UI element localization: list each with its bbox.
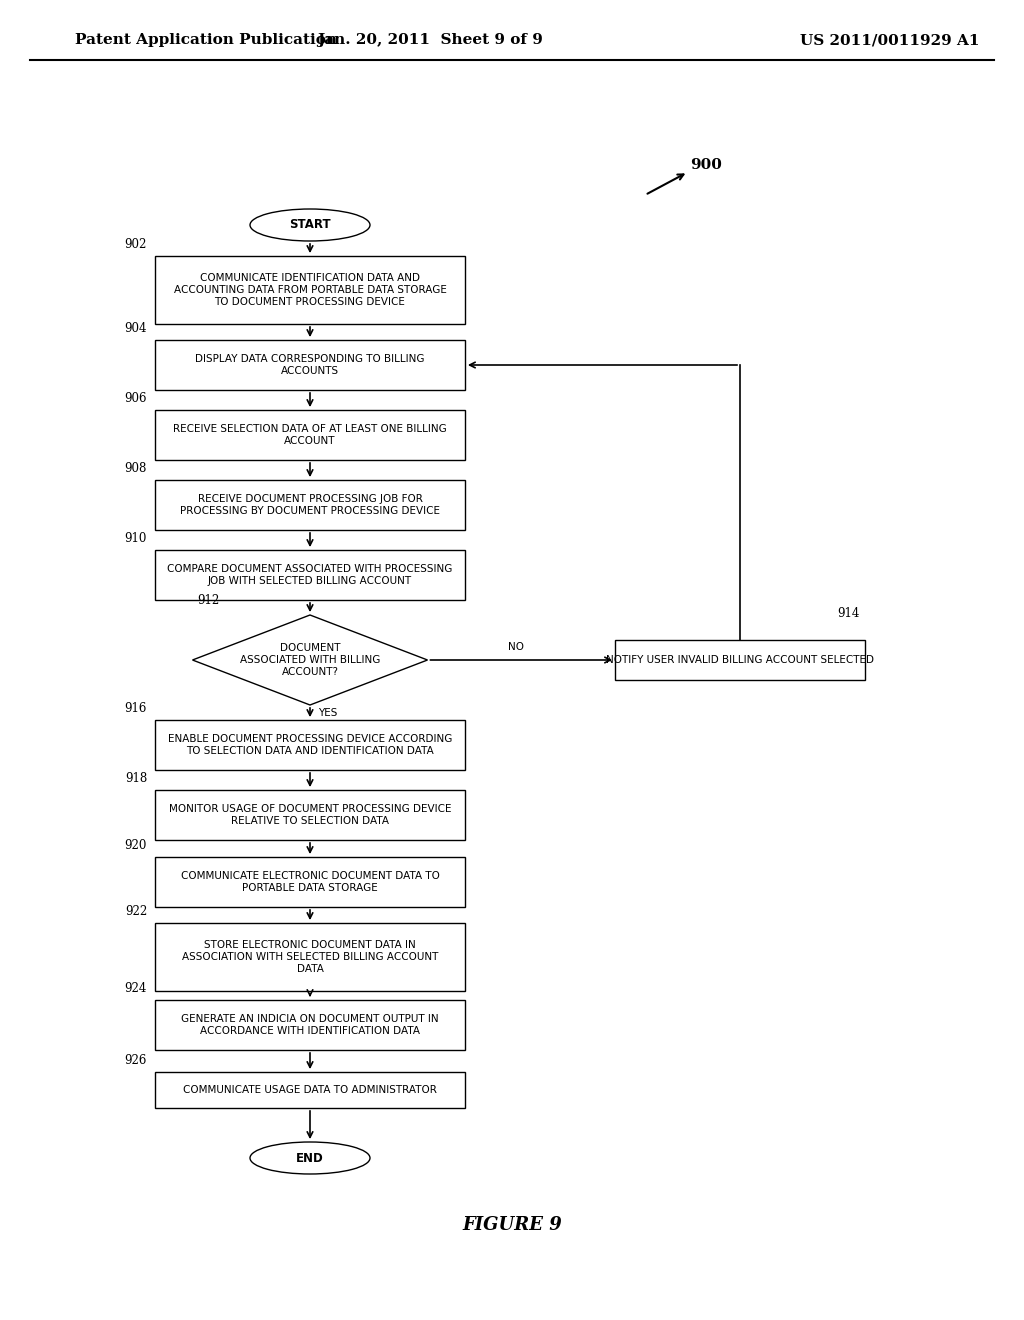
Text: Jan. 20, 2011  Sheet 9 of 9: Jan. 20, 2011 Sheet 9 of 9: [317, 33, 543, 48]
Text: RECEIVE SELECTION DATA OF AT LEAST ONE BILLING
ACCOUNT: RECEIVE SELECTION DATA OF AT LEAST ONE B…: [173, 424, 446, 446]
Text: COMPARE DOCUMENT ASSOCIATED WITH PROCESSING
JOB WITH SELECTED BILLING ACCOUNT: COMPARE DOCUMENT ASSOCIATED WITH PROCESS…: [167, 564, 453, 586]
Text: 922: 922: [125, 906, 147, 917]
FancyBboxPatch shape: [155, 256, 465, 323]
FancyBboxPatch shape: [155, 1001, 465, 1049]
Text: 900: 900: [690, 158, 722, 172]
FancyBboxPatch shape: [155, 550, 465, 601]
Text: 920: 920: [125, 840, 147, 851]
Text: ENABLE DOCUMENT PROCESSING DEVICE ACCORDING
TO SELECTION DATA AND IDENTIFICATION: ENABLE DOCUMENT PROCESSING DEVICE ACCORD…: [168, 734, 453, 756]
Text: YES: YES: [318, 708, 337, 718]
Text: RECEIVE DOCUMENT PROCESSING JOB FOR
PROCESSING BY DOCUMENT PROCESSING DEVICE: RECEIVE DOCUMENT PROCESSING JOB FOR PROC…: [180, 494, 440, 516]
Text: STORE ELECTRONIC DOCUMENT DATA IN
ASSOCIATION WITH SELECTED BILLING ACCOUNT
DATA: STORE ELECTRONIC DOCUMENT DATA IN ASSOCI…: [182, 940, 438, 974]
Text: US 2011/0011929 A1: US 2011/0011929 A1: [800, 33, 980, 48]
Text: 910: 910: [125, 532, 147, 545]
Polygon shape: [193, 615, 427, 705]
FancyBboxPatch shape: [155, 789, 465, 840]
Text: 902: 902: [125, 238, 147, 251]
Ellipse shape: [250, 1142, 370, 1173]
FancyBboxPatch shape: [155, 341, 465, 389]
Text: 918: 918: [125, 772, 147, 785]
Text: FIGURE 9: FIGURE 9: [462, 1216, 562, 1234]
Text: NOTIFY USER INVALID BILLING ACCOUNT SELECTED: NOTIFY USER INVALID BILLING ACCOUNT SELE…: [606, 655, 874, 665]
Text: MONITOR USAGE OF DOCUMENT PROCESSING DEVICE
RELATIVE TO SELECTION DATA: MONITOR USAGE OF DOCUMENT PROCESSING DEV…: [169, 804, 452, 826]
FancyBboxPatch shape: [155, 1072, 465, 1107]
FancyBboxPatch shape: [155, 923, 465, 991]
FancyBboxPatch shape: [155, 857, 465, 907]
Text: GENERATE AN INDICIA ON DOCUMENT OUTPUT IN
ACCORDANCE WITH IDENTIFICATION DATA: GENERATE AN INDICIA ON DOCUMENT OUTPUT I…: [181, 1014, 439, 1036]
FancyBboxPatch shape: [155, 411, 465, 459]
Text: 916: 916: [125, 702, 147, 715]
FancyBboxPatch shape: [615, 640, 865, 680]
Text: COMMUNICATE IDENTIFICATION DATA AND
ACCOUNTING DATA FROM PORTABLE DATA STORAGE
T: COMMUNICATE IDENTIFICATION DATA AND ACCO…: [173, 273, 446, 306]
Text: NO: NO: [508, 642, 524, 652]
Text: 926: 926: [125, 1053, 147, 1067]
Text: COMMUNICATE ELECTRONIC DOCUMENT DATA TO
PORTABLE DATA STORAGE: COMMUNICATE ELECTRONIC DOCUMENT DATA TO …: [180, 871, 439, 892]
Text: END: END: [296, 1151, 324, 1164]
Text: 906: 906: [125, 392, 147, 405]
Text: 924: 924: [125, 982, 147, 995]
Text: COMMUNICATE USAGE DATA TO ADMINISTRATOR: COMMUNICATE USAGE DATA TO ADMINISTRATOR: [183, 1085, 437, 1096]
Text: DISPLAY DATA CORRESPONDING TO BILLING
ACCOUNTS: DISPLAY DATA CORRESPONDING TO BILLING AC…: [196, 354, 425, 376]
Text: 908: 908: [125, 462, 147, 475]
Text: Patent Application Publication: Patent Application Publication: [75, 33, 337, 48]
FancyBboxPatch shape: [155, 719, 465, 770]
Text: DOCUMENT
ASSOCIATED WITH BILLING
ACCOUNT?: DOCUMENT ASSOCIATED WITH BILLING ACCOUNT…: [240, 643, 380, 677]
Text: 914: 914: [838, 607, 860, 620]
FancyBboxPatch shape: [155, 480, 465, 531]
Text: 904: 904: [125, 322, 147, 335]
Text: START: START: [289, 219, 331, 231]
Ellipse shape: [250, 209, 370, 242]
Text: 912: 912: [198, 594, 220, 607]
